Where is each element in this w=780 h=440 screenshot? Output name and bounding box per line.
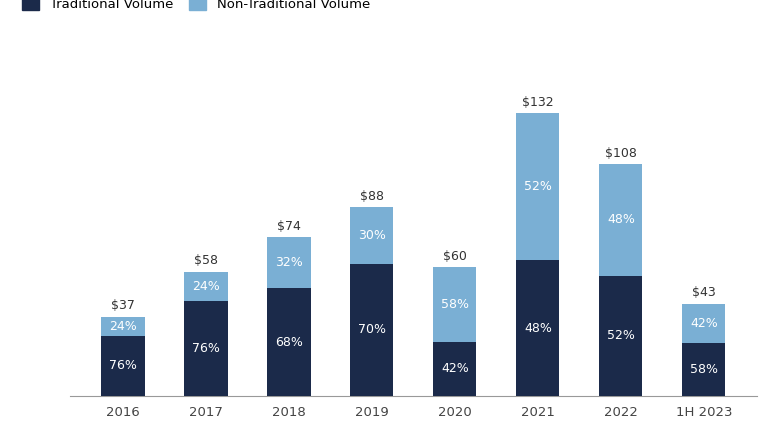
Text: 58%: 58% xyxy=(690,363,718,376)
Text: 42%: 42% xyxy=(441,363,469,375)
Text: 52%: 52% xyxy=(607,329,635,342)
Text: 30%: 30% xyxy=(358,229,386,242)
Text: $43: $43 xyxy=(692,286,716,300)
Text: $132: $132 xyxy=(522,95,554,109)
Text: 76%: 76% xyxy=(192,342,220,355)
Text: 24%: 24% xyxy=(192,280,220,293)
Bar xyxy=(350,207,393,264)
Text: 48%: 48% xyxy=(524,322,551,334)
Bar xyxy=(516,260,559,396)
Bar xyxy=(350,264,393,396)
Text: $60: $60 xyxy=(443,250,466,263)
Text: 58%: 58% xyxy=(441,298,469,311)
Text: $108: $108 xyxy=(605,147,636,160)
Text: 42%: 42% xyxy=(690,317,718,330)
Bar xyxy=(434,267,477,342)
Text: 24%: 24% xyxy=(109,319,136,333)
Bar xyxy=(101,336,144,396)
Text: $74: $74 xyxy=(277,220,301,233)
Bar xyxy=(599,164,643,275)
Text: 68%: 68% xyxy=(275,336,303,348)
Bar xyxy=(184,301,228,396)
Text: 76%: 76% xyxy=(109,359,137,372)
Bar xyxy=(516,113,559,260)
Text: 32%: 32% xyxy=(275,256,303,269)
Bar xyxy=(268,237,310,288)
Text: 70%: 70% xyxy=(358,323,386,337)
Bar xyxy=(184,271,228,301)
Text: $37: $37 xyxy=(111,299,135,312)
Bar xyxy=(268,288,310,396)
Bar xyxy=(682,342,725,396)
Legend: Traditional Volume, Non-Traditional Volume: Traditional Volume, Non-Traditional Volu… xyxy=(22,0,370,11)
Text: 48%: 48% xyxy=(607,213,635,227)
Bar xyxy=(101,317,144,336)
Bar xyxy=(682,304,725,342)
Text: $88: $88 xyxy=(360,190,384,203)
Bar xyxy=(434,342,477,396)
Bar xyxy=(599,275,643,396)
Text: $58: $58 xyxy=(194,254,218,267)
Text: 52%: 52% xyxy=(524,180,551,193)
